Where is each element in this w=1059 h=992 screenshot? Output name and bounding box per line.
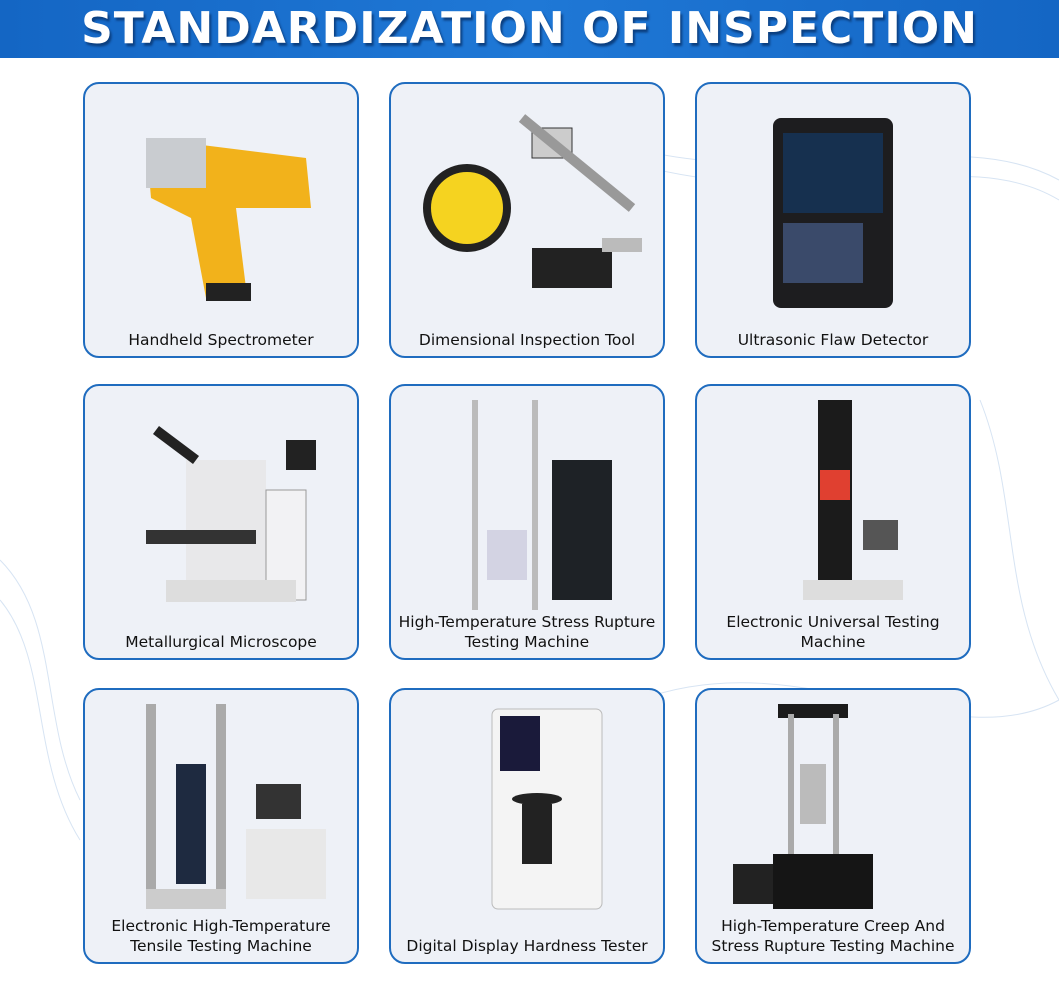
card-electronic-universal-testing: Electronic Universal Testing Machine [695,384,971,660]
page-title: STANDARDIZATION OF INSPECTION [81,3,978,54]
creep-testing-machine-photo [733,704,873,909]
item-label: Ultrasonic Flaw Detector [737,331,929,349]
microscope-photo [146,426,316,602]
card-high-temperature-stress-rupture: High-Temperature Stress Rupture Testing … [389,384,665,660]
caliper-micrometer-tape-photo [423,114,642,288]
card-high-temperature-creep: High-Temperature Creep And Stress Ruptur… [695,688,971,964]
card-metallurgical-microscope: Metallurgical Microscope [83,384,359,660]
stress-rupture-machine-photo [472,400,612,610]
item-label: Handheld Spectrometer [128,331,314,349]
card-digital-display-hardness-tester: Digital Display Hardness Tester [389,688,665,964]
item-label: Dimensional Inspection Tool [418,331,636,349]
flaw-detector-photo [773,118,893,308]
hardness-tester-photo [491,708,603,910]
item-label: Electronic Universal Testing Machine [726,613,940,651]
tensile-testing-machine-photo [146,704,326,909]
card-handheld-spectrometer: Handheld Spectrometer [83,82,359,358]
header-banner [0,0,1059,58]
item-label: High-Temperature Stress Rupture Testing … [398,613,656,651]
spectrometer-photo [146,138,311,301]
universal-testing-machine-photo [803,400,903,600]
item-label: Electronic High-Temperature Tensile Test… [111,917,331,955]
item-label: Metallurgical Microscope [125,633,317,651]
card-electronic-high-temperature-tensile: Electronic High-Temperature Tensile Test… [83,688,359,964]
card-dimensional-inspection-tool: Dimensional Inspection Tool [389,82,665,358]
card-ultrasonic-flaw-detector: Ultrasonic Flaw Detector [695,82,971,358]
item-label: High-Temperature Creep And Stress Ruptur… [711,917,955,955]
item-label: Digital Display Hardness Tester [406,937,648,955]
